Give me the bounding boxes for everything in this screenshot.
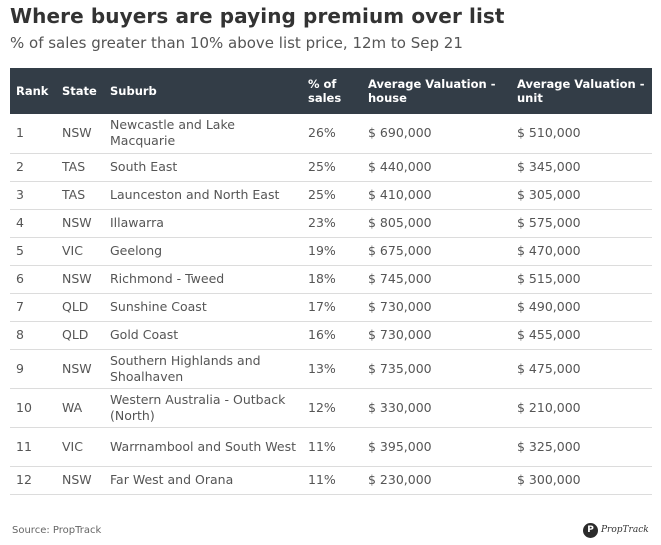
cell-suburb: Warrnambool and South West xyxy=(104,427,302,467)
page-subtitle: % of sales greater than 10% above list p… xyxy=(10,34,463,52)
header-suburb: Suburb xyxy=(110,84,157,98)
cell-suburb: Southern Highlands and Shoalhaven xyxy=(104,349,302,389)
cell-pct: 26% xyxy=(302,114,362,154)
table-row: 10 WA Western Australia - Outback (North… xyxy=(10,388,652,428)
table-row: 11 VIC Warrnambool and South West 11% $ … xyxy=(10,427,652,467)
cell-suburb: Geelong xyxy=(104,237,302,266)
header-avg-valuation-house: Average Valuation - house xyxy=(368,77,496,105)
header-avg-valuation-unit: Average Valuation - unit xyxy=(517,77,645,105)
proptrack-logo-text: PropTrack xyxy=(601,525,649,535)
cell-rank: 2 xyxy=(10,153,56,182)
cell-state: QLD xyxy=(56,293,104,322)
cell-pct: 25% xyxy=(302,153,362,182)
cell-house: $ 675,000 xyxy=(362,237,511,266)
cell-unit: $ 510,000 xyxy=(511,114,652,154)
cell-house: $ 230,000 xyxy=(362,466,511,495)
cell-pct: 11% xyxy=(302,466,362,495)
cell-suburb: Far West and Orana xyxy=(104,466,302,495)
cell-rank: 12 xyxy=(10,466,56,495)
source-note: Source: PropTrack xyxy=(12,525,102,536)
cell-pct: 18% xyxy=(302,265,362,294)
cell-pct: 11% xyxy=(302,427,362,467)
cell-rank: 6 xyxy=(10,265,56,294)
cell-state: NSW xyxy=(56,114,104,154)
cell-house: $ 440,000 xyxy=(362,153,511,182)
cell-rank: 10 xyxy=(10,388,56,428)
cell-suburb: Western Australia - Outback (North) xyxy=(104,388,302,428)
cell-rank: 4 xyxy=(10,209,56,238)
cell-rank: 3 xyxy=(10,181,56,210)
cell-unit: $ 345,000 xyxy=(511,153,652,182)
table-row: 1 NSW Newcastle and Lake Macquarie 26% $… xyxy=(10,114,652,154)
cell-pct: 13% xyxy=(302,349,362,389)
cell-state: NSW xyxy=(56,209,104,238)
table-row: 9 NSW Southern Highlands and Shoalhaven … xyxy=(10,349,652,389)
cell-rank: 1 xyxy=(10,114,56,154)
cell-unit: $ 455,000 xyxy=(511,321,652,350)
cell-unit: $ 210,000 xyxy=(511,388,652,428)
table-row: 4 NSW Illawarra 23% $ 805,000 $ 575,000 xyxy=(10,209,652,238)
proptrack-logo-icon: P xyxy=(583,522,598,538)
table-header-row: Rank State Suburb % of sales Average Val… xyxy=(10,68,652,114)
table-row: 6 NSW Richmond - Tweed 18% $ 745,000 $ 5… xyxy=(10,265,652,294)
cell-rank: 11 xyxy=(10,427,56,467)
table-row: 2 TAS South East 25% $ 440,000 $ 345,000 xyxy=(10,153,652,182)
cell-house: $ 805,000 xyxy=(362,209,511,238)
header-state: State xyxy=(62,84,97,98)
table-row: 8 QLD Gold Coast 16% $ 730,000 $ 455,000 xyxy=(10,321,652,350)
header-pct-of-sales: % of sales xyxy=(308,77,342,105)
cell-rank: 5 xyxy=(10,237,56,266)
table-row: 12 NSW Far West and Orana 11% $ 230,000 … xyxy=(10,466,652,495)
table-row: 5 VIC Geelong 19% $ 675,000 $ 470,000 xyxy=(10,237,652,266)
cell-pct: 23% xyxy=(302,209,362,238)
cell-suburb: Launceston and North East xyxy=(104,181,302,210)
cell-suburb: Sunshine Coast xyxy=(104,293,302,322)
data-table: Rank State Suburb % of sales Average Val… xyxy=(10,68,652,495)
cell-state: TAS xyxy=(56,181,104,210)
cell-unit: $ 490,000 xyxy=(511,293,652,322)
cell-house: $ 745,000 xyxy=(362,265,511,294)
table-row: 3 TAS Launceston and North East 25% $ 41… xyxy=(10,181,652,210)
cell-rank: 9 xyxy=(10,349,56,389)
cell-unit: $ 300,000 xyxy=(511,466,652,495)
cell-pct: 25% xyxy=(302,181,362,210)
cell-unit: $ 475,000 xyxy=(511,349,652,389)
cell-house: $ 395,000 xyxy=(362,427,511,467)
proptrack-logo: P PropTrack xyxy=(583,521,649,539)
cell-state: WA xyxy=(56,388,104,428)
cell-state: NSW xyxy=(56,265,104,294)
cell-state: VIC xyxy=(56,237,104,266)
cell-state: NSW xyxy=(56,466,104,495)
cell-pct: 17% xyxy=(302,293,362,322)
cell-house: $ 410,000 xyxy=(362,181,511,210)
cell-suburb: Gold Coast xyxy=(104,321,302,350)
cell-state: QLD xyxy=(56,321,104,350)
cell-suburb: Illawarra xyxy=(104,209,302,238)
cell-suburb: Richmond - Tweed xyxy=(104,265,302,294)
cell-unit: $ 515,000 xyxy=(511,265,652,294)
cell-house: $ 730,000 xyxy=(362,293,511,322)
cell-unit: $ 305,000 xyxy=(511,181,652,210)
cell-unit: $ 575,000 xyxy=(511,209,652,238)
cell-state: TAS xyxy=(56,153,104,182)
cell-house: $ 735,000 xyxy=(362,349,511,389)
header-rank: Rank xyxy=(16,84,49,98)
cell-pct: 12% xyxy=(302,388,362,428)
cell-house: $ 690,000 xyxy=(362,114,511,154)
cell-pct: 16% xyxy=(302,321,362,350)
cell-suburb: South East xyxy=(104,153,302,182)
cell-suburb: Newcastle and Lake Macquarie xyxy=(104,114,302,154)
cell-rank: 8 xyxy=(10,321,56,350)
cell-house: $ 730,000 xyxy=(362,321,511,350)
cell-unit: $ 325,000 xyxy=(511,427,652,467)
page-title: Where buyers are paying premium over lis… xyxy=(10,4,505,28)
cell-rank: 7 xyxy=(10,293,56,322)
table-row: 7 QLD Sunshine Coast 17% $ 730,000 $ 490… xyxy=(10,293,652,322)
cell-state: VIC xyxy=(56,427,104,467)
cell-state: NSW xyxy=(56,349,104,389)
cell-unit: $ 470,000 xyxy=(511,237,652,266)
cell-house: $ 330,000 xyxy=(362,388,511,428)
cell-pct: 19% xyxy=(302,237,362,266)
